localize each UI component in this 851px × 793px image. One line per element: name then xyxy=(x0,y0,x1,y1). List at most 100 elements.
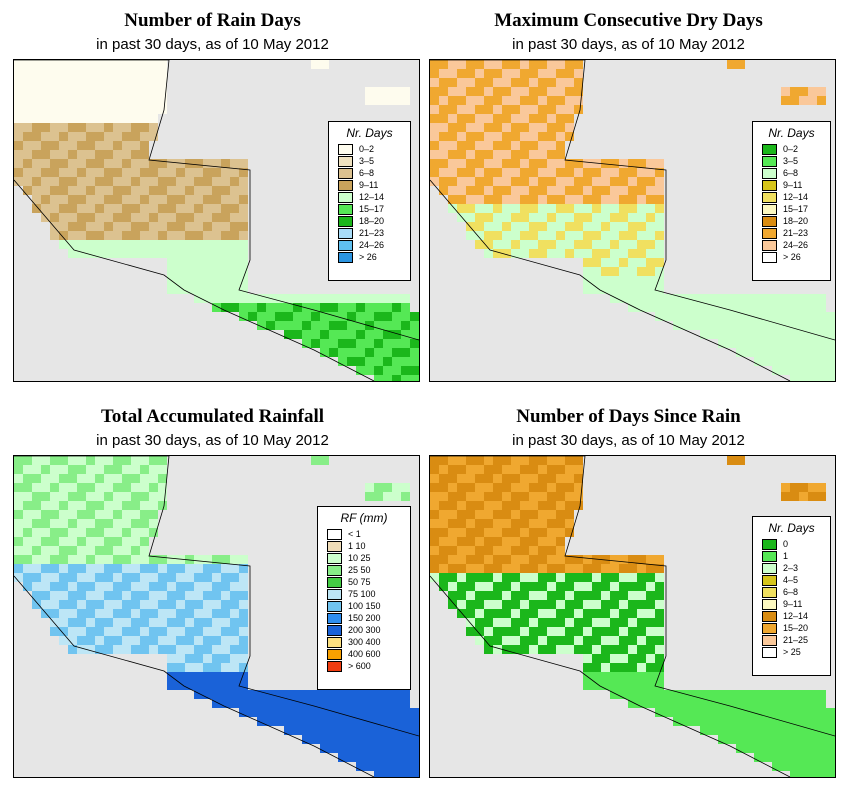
legend-label: 100 150 xyxy=(348,601,381,611)
legend-swatch xyxy=(762,191,777,203)
legend-swatch xyxy=(338,155,353,167)
panel-title: Number of Rain Days xyxy=(124,10,301,31)
map-canvas xyxy=(430,60,835,381)
legend-item: 21–23 xyxy=(338,227,410,239)
legend-label: 0–2 xyxy=(783,144,799,154)
legend-swatch xyxy=(762,203,777,215)
legend-label: 9–11 xyxy=(783,180,803,190)
legend-item: 12–14 xyxy=(762,610,830,622)
legend-swatch xyxy=(762,574,777,586)
legend-item: 9–11 xyxy=(762,179,830,191)
panel-rainfall: Total Accumulated Rainfall in past 30 da… xyxy=(0,396,425,792)
legend-swatch xyxy=(338,215,353,227)
legend-label: 12–14 xyxy=(359,192,385,202)
legend-label: 12–14 xyxy=(783,611,809,621)
legend-label: 21–23 xyxy=(783,228,809,238)
legend-item: 18–20 xyxy=(338,215,410,227)
legend-swatch xyxy=(327,636,342,648)
legend-item: 50 75 xyxy=(327,576,410,588)
legend-item: 4–5 xyxy=(762,574,830,586)
panel-title: Total Accumulated Rainfall xyxy=(100,406,325,427)
legend-item: 9–11 xyxy=(338,179,410,191)
legend-item: 9–11 xyxy=(762,598,830,610)
legend-item: 6–8 xyxy=(762,167,830,179)
legend-label: 24–26 xyxy=(359,240,385,250)
legend-item: 12–14 xyxy=(338,191,410,203)
legend-swatch xyxy=(762,646,777,658)
legend-label: 6–8 xyxy=(783,587,799,597)
panel-title: Number of Days Since Rain xyxy=(516,406,741,427)
legend-item: 75 100 xyxy=(327,588,410,600)
legend-swatch xyxy=(762,622,777,634)
map-legend: Nr. Days 0 1 2–3 4–5 6–8 9–11 12–14 15–20 21–25 > … xyxy=(752,516,831,676)
legend-item: 18–20 xyxy=(762,215,830,227)
legend-label: < 1 xyxy=(348,529,361,539)
legend-item: 12–14 xyxy=(762,191,830,203)
legend-item: 3–5 xyxy=(762,155,830,167)
legend-item: 24–26 xyxy=(338,239,410,251)
legend-item: 100 150 xyxy=(327,600,410,612)
legend-label: 10 25 xyxy=(348,553,371,563)
map-grid-cells xyxy=(430,456,835,777)
legend-swatch xyxy=(327,624,342,636)
legend-item: 200 300 xyxy=(327,624,410,636)
coastline xyxy=(430,456,835,777)
legend-swatch xyxy=(327,612,342,624)
legend-item: 1 xyxy=(762,550,830,562)
legend-swatch xyxy=(327,600,342,612)
coastline xyxy=(430,60,835,381)
legend-item: 0–2 xyxy=(338,143,410,155)
legend-swatch xyxy=(338,203,353,215)
legend-swatch xyxy=(327,588,342,600)
legend-item: 400 600 xyxy=(327,648,410,660)
legend-item: 15–20 xyxy=(762,622,830,634)
legend-item: 150 200 xyxy=(327,612,410,624)
legend-title: RF (mm) xyxy=(340,511,388,525)
legend-label: 12–14 xyxy=(783,192,809,202)
legend-swatch xyxy=(338,191,353,203)
legend-item: 300 400 xyxy=(327,636,410,648)
legend-label: 18–20 xyxy=(359,216,385,226)
legend-title: Nr. Days xyxy=(346,126,393,140)
legend-label: 3–5 xyxy=(783,156,799,166)
legend-label: > 600 xyxy=(348,661,371,671)
legend-swatch xyxy=(338,179,353,191)
legend-item: 25 50 xyxy=(327,564,410,576)
legend-item: 21–25 xyxy=(762,634,830,646)
map-canvas xyxy=(14,456,419,777)
legend-swatch xyxy=(327,576,342,588)
legend-label: 6–8 xyxy=(783,168,799,178)
panel-subtitle: in past 30 days, as of 10 May 2012 xyxy=(512,36,745,53)
map-legend: RF (mm) < 1 1 10 10 25 25 50 50 75 75 100 100 1… xyxy=(317,506,411,690)
legend-swatch xyxy=(327,528,342,540)
legend-item: < 1 xyxy=(327,528,410,540)
legend-label: 21–23 xyxy=(359,228,385,238)
legend-swatch xyxy=(327,660,342,672)
legend-label: > 26 xyxy=(783,252,801,262)
legend-swatch xyxy=(762,167,777,179)
legend-label: > 25 xyxy=(783,647,801,657)
legend-swatch xyxy=(338,143,353,155)
legend-label: 200 300 xyxy=(348,625,381,635)
legend-label: 25 50 xyxy=(348,565,371,575)
legend-label: 50 75 xyxy=(348,577,371,587)
legend-item: 15–17 xyxy=(338,203,410,215)
legend-swatch xyxy=(327,540,342,552)
legend-swatch xyxy=(338,167,353,179)
legend-item: 2–3 xyxy=(762,562,830,574)
legend-item: 10 25 xyxy=(327,552,410,564)
legend-label: 75 100 xyxy=(348,589,376,599)
legend-swatch xyxy=(338,251,353,263)
legend-swatch xyxy=(338,239,353,251)
legend-label: 6–8 xyxy=(359,168,375,178)
map-canvas xyxy=(430,456,835,777)
legend-label: 0–2 xyxy=(359,144,375,154)
legend-label: 1 10 xyxy=(348,541,366,551)
legend-item: 1 10 xyxy=(327,540,410,552)
legend-swatch xyxy=(762,598,777,610)
legend-item: > 26 xyxy=(338,251,410,263)
legend-label: 2–3 xyxy=(783,563,799,573)
legend-item: 3–5 xyxy=(338,155,410,167)
legend-swatch xyxy=(762,215,777,227)
legend-title: Nr. Days xyxy=(768,521,815,535)
